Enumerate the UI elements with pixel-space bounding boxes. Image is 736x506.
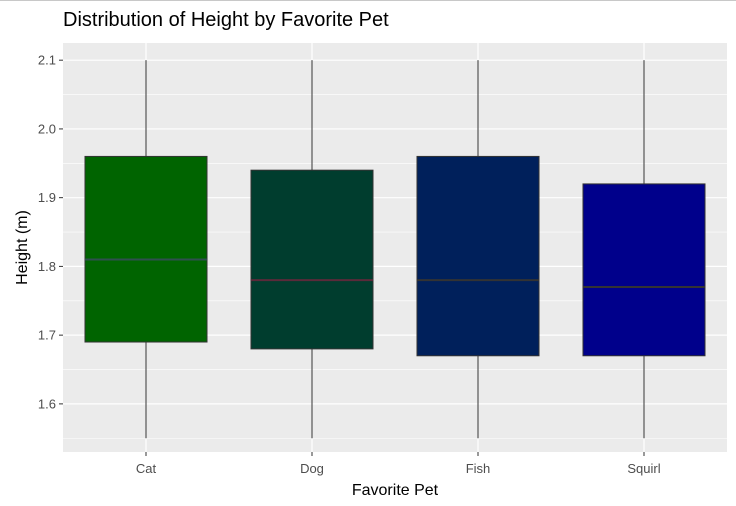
x-axis-title: Favorite Pet (352, 482, 439, 499)
y-tick-label: 1.9 (38, 190, 56, 205)
boxes-layer (84, 60, 706, 439)
y-tick-label: 1.7 (38, 328, 56, 343)
chart-title: Distribution of Height by Favorite Pet (63, 9, 389, 31)
x-tick-label: Cat (136, 461, 157, 476)
top-border-line (0, 0, 736, 1)
box-iqr (582, 183, 706, 357)
box-cat (84, 60, 208, 439)
x-tick-label: Squirl (627, 461, 660, 476)
box-dog (250, 60, 374, 439)
box-iqr (84, 155, 208, 343)
box-iqr (250, 169, 374, 350)
box-iqr (416, 155, 540, 357)
x-axis-ticks: Cat Dog Fish Squirl (136, 452, 661, 476)
box-fish (416, 60, 540, 439)
box-squirl (582, 60, 706, 439)
y-axis-ticks: 1.6 1.7 1.8 1.9 2.0 2.1 (38, 53, 63, 411)
x-tick-label: Dog (300, 461, 324, 476)
x-tick-label: Fish (466, 461, 491, 476)
y-tick-label: 1.6 (38, 396, 56, 411)
y-tick-label: 2.1 (38, 53, 56, 68)
y-tick-label: 2.0 (38, 121, 56, 136)
y-axis-title: Height (m) (14, 210, 31, 285)
y-tick-label: 1.8 (38, 259, 56, 274)
